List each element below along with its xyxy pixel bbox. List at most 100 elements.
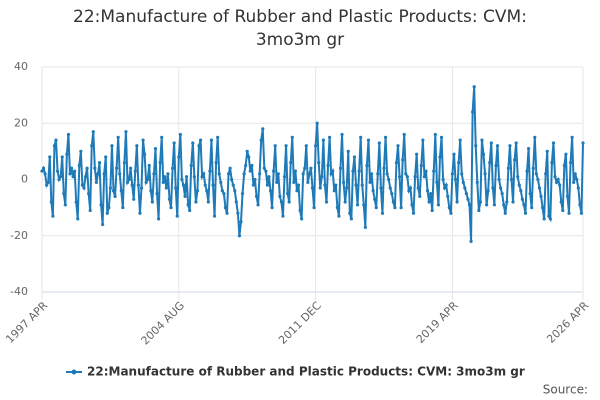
y-tick-label: -20 xyxy=(10,229,28,242)
point xyxy=(523,211,528,215)
point xyxy=(380,211,385,215)
point xyxy=(433,132,437,137)
x-tick-label: 2011 DEC xyxy=(276,299,324,347)
point xyxy=(497,177,501,182)
point xyxy=(439,135,444,139)
point xyxy=(253,177,257,182)
chart-title: 22:Manufacture of Rubber and Plastic Pro… xyxy=(73,7,527,50)
point xyxy=(107,206,111,210)
point xyxy=(525,169,529,173)
point xyxy=(127,177,131,182)
point xyxy=(217,172,221,176)
point xyxy=(502,203,506,207)
point xyxy=(170,166,175,170)
point xyxy=(45,183,49,187)
point xyxy=(141,138,145,142)
point xyxy=(40,169,44,173)
point xyxy=(314,144,318,148)
point xyxy=(54,138,58,142)
point xyxy=(118,172,122,176)
point xyxy=(94,180,99,184)
point xyxy=(399,206,403,210)
point xyxy=(174,186,178,190)
y-tick-label: 0 xyxy=(21,173,28,186)
point xyxy=(113,194,117,198)
point xyxy=(48,155,52,159)
point xyxy=(421,138,425,142)
point xyxy=(306,180,310,184)
point xyxy=(368,180,372,184)
point xyxy=(83,175,88,179)
point xyxy=(425,189,430,193)
point xyxy=(192,175,196,179)
point xyxy=(60,155,64,159)
point xyxy=(135,144,139,148)
point xyxy=(534,172,538,176)
point xyxy=(436,203,441,207)
point xyxy=(115,166,119,170)
point xyxy=(80,183,85,187)
point xyxy=(385,172,389,176)
point xyxy=(138,211,142,215)
point xyxy=(51,214,55,218)
point xyxy=(578,203,582,207)
point xyxy=(211,183,215,187)
point xyxy=(321,138,325,142)
point xyxy=(379,186,383,190)
point xyxy=(530,206,534,210)
point xyxy=(351,169,355,173)
point xyxy=(544,172,548,176)
point xyxy=(427,200,431,204)
point xyxy=(225,211,229,215)
point xyxy=(125,180,130,184)
point xyxy=(340,132,344,137)
point xyxy=(206,200,210,204)
point xyxy=(156,217,161,221)
point xyxy=(537,186,542,190)
point xyxy=(222,191,226,196)
point xyxy=(57,177,61,182)
point xyxy=(520,197,524,201)
point xyxy=(363,225,367,229)
point xyxy=(301,172,305,176)
point xyxy=(432,169,436,173)
point xyxy=(254,194,259,198)
point xyxy=(111,189,116,193)
point xyxy=(394,161,399,165)
point xyxy=(533,135,537,139)
point xyxy=(270,206,274,210)
point xyxy=(230,177,234,182)
point xyxy=(264,169,268,173)
point xyxy=(354,183,358,187)
point xyxy=(267,175,271,179)
point xyxy=(383,135,388,139)
point xyxy=(461,180,465,184)
point xyxy=(320,175,324,179)
point xyxy=(542,217,546,221)
point xyxy=(477,208,481,213)
point xyxy=(478,200,482,204)
point xyxy=(387,177,391,182)
point xyxy=(102,172,106,176)
point xyxy=(575,177,579,182)
point xyxy=(443,186,447,190)
point xyxy=(315,121,319,125)
point xyxy=(516,175,520,179)
point xyxy=(514,141,518,145)
point xyxy=(474,144,478,148)
point xyxy=(147,163,151,168)
point xyxy=(312,206,316,210)
point xyxy=(509,177,514,182)
point xyxy=(309,166,313,170)
point xyxy=(519,189,523,193)
point xyxy=(567,211,571,215)
point xyxy=(307,172,311,176)
point xyxy=(175,214,179,218)
point xyxy=(275,180,279,184)
point xyxy=(359,135,363,139)
point xyxy=(68,172,72,176)
point xyxy=(90,144,94,148)
point xyxy=(91,130,95,134)
point xyxy=(261,127,265,131)
